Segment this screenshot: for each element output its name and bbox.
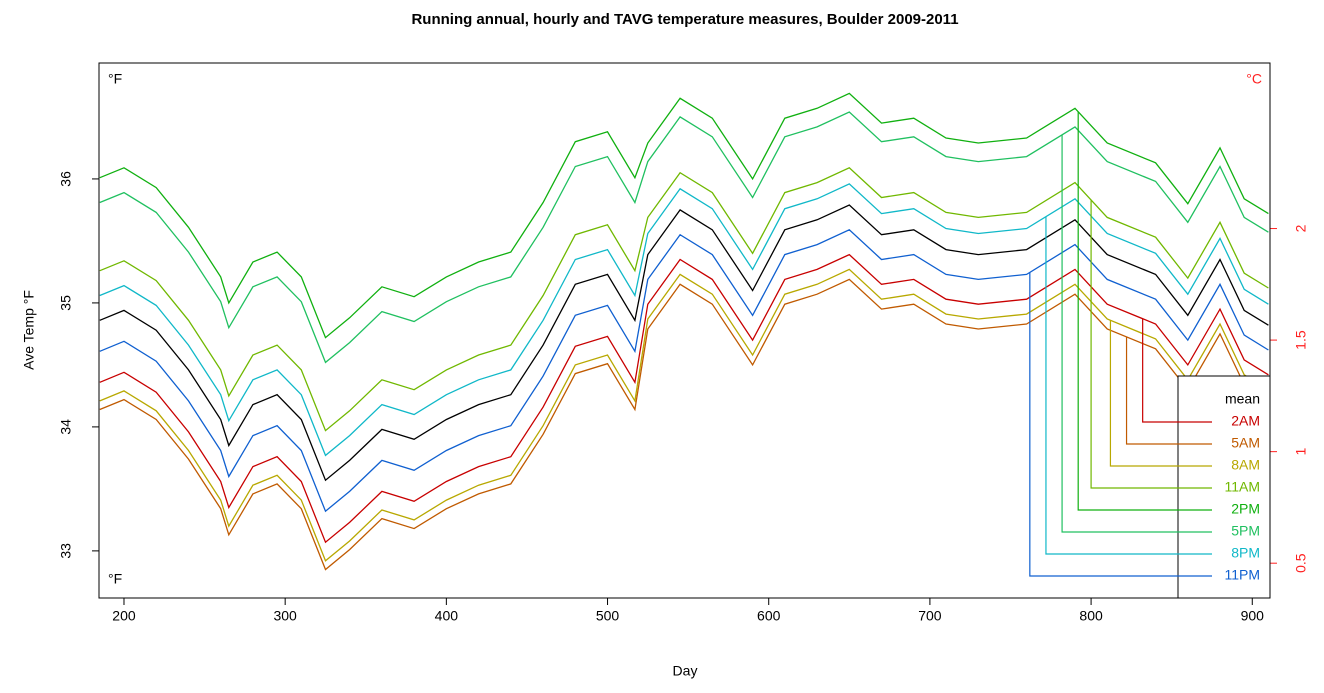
- series-line: [99, 229, 1269, 513]
- legend-label: 8PM: [1231, 545, 1260, 561]
- y-tick-label: 34: [58, 419, 74, 435]
- series-line: [99, 278, 1269, 571]
- x-tick-label: 700: [918, 608, 942, 624]
- x-tick-label: 400: [435, 608, 459, 624]
- series-line: [99, 111, 1269, 364]
- corner-label: °F: [108, 571, 122, 587]
- x-tick-label: 600: [757, 608, 781, 624]
- plot-frame: [98, 62, 1271, 599]
- chart-title: Running annual, hourly and TAVG temperat…: [411, 11, 958, 28]
- y-tick-label: 36: [58, 171, 74, 187]
- y2-tick-label: 1: [1293, 448, 1309, 456]
- legend-connector: [1109, 320, 1212, 467]
- x-tick-label: 200: [112, 608, 136, 624]
- legend-connector: [1029, 272, 1212, 577]
- legend-label: 2PM: [1231, 501, 1260, 517]
- legend-label: 5AM: [1231, 435, 1260, 451]
- y2-tick-label: 2: [1293, 224, 1309, 232]
- series-line: [99, 204, 1269, 482]
- series-line: [99, 253, 1269, 544]
- y-tick-label: 33: [58, 543, 74, 559]
- series-line: [99, 183, 1269, 457]
- legend-connector: [1090, 200, 1212, 489]
- series-line: [99, 268, 1269, 562]
- legend-label: 11PM: [1224, 567, 1260, 583]
- legend-label: 5PM: [1231, 523, 1260, 539]
- x-tick-label: 800: [1079, 608, 1103, 624]
- legend-connector: [1045, 216, 1212, 555]
- x-tick-label: 300: [273, 608, 297, 624]
- legend-connector: [1125, 336, 1212, 445]
- corner-label: °F: [108, 71, 122, 87]
- y2-tick-label: 1.5: [1293, 330, 1309, 350]
- x-tick-label: 900: [1241, 608, 1265, 624]
- legend-label: 8AM: [1231, 457, 1260, 473]
- series-line: [99, 92, 1269, 339]
- series-line: [99, 167, 1269, 432]
- legend-box: [1177, 375, 1271, 599]
- legend-connector: [1061, 134, 1212, 533]
- y-axis-label: Ave Temp °F: [21, 290, 37, 370]
- y-tick-label: 35: [58, 295, 74, 311]
- legend-label: mean: [1225, 391, 1260, 407]
- legend-label: 2AM: [1231, 413, 1260, 429]
- y2-tick-label: 0.5: [1293, 553, 1309, 573]
- corner-label: °C: [1246, 71, 1262, 87]
- x-axis-label: Day: [673, 663, 698, 679]
- legend-connector: [1077, 111, 1212, 511]
- legend-connector: [1142, 318, 1212, 423]
- legend-label: 11AM: [1224, 479, 1260, 495]
- x-tick-label: 500: [596, 608, 620, 624]
